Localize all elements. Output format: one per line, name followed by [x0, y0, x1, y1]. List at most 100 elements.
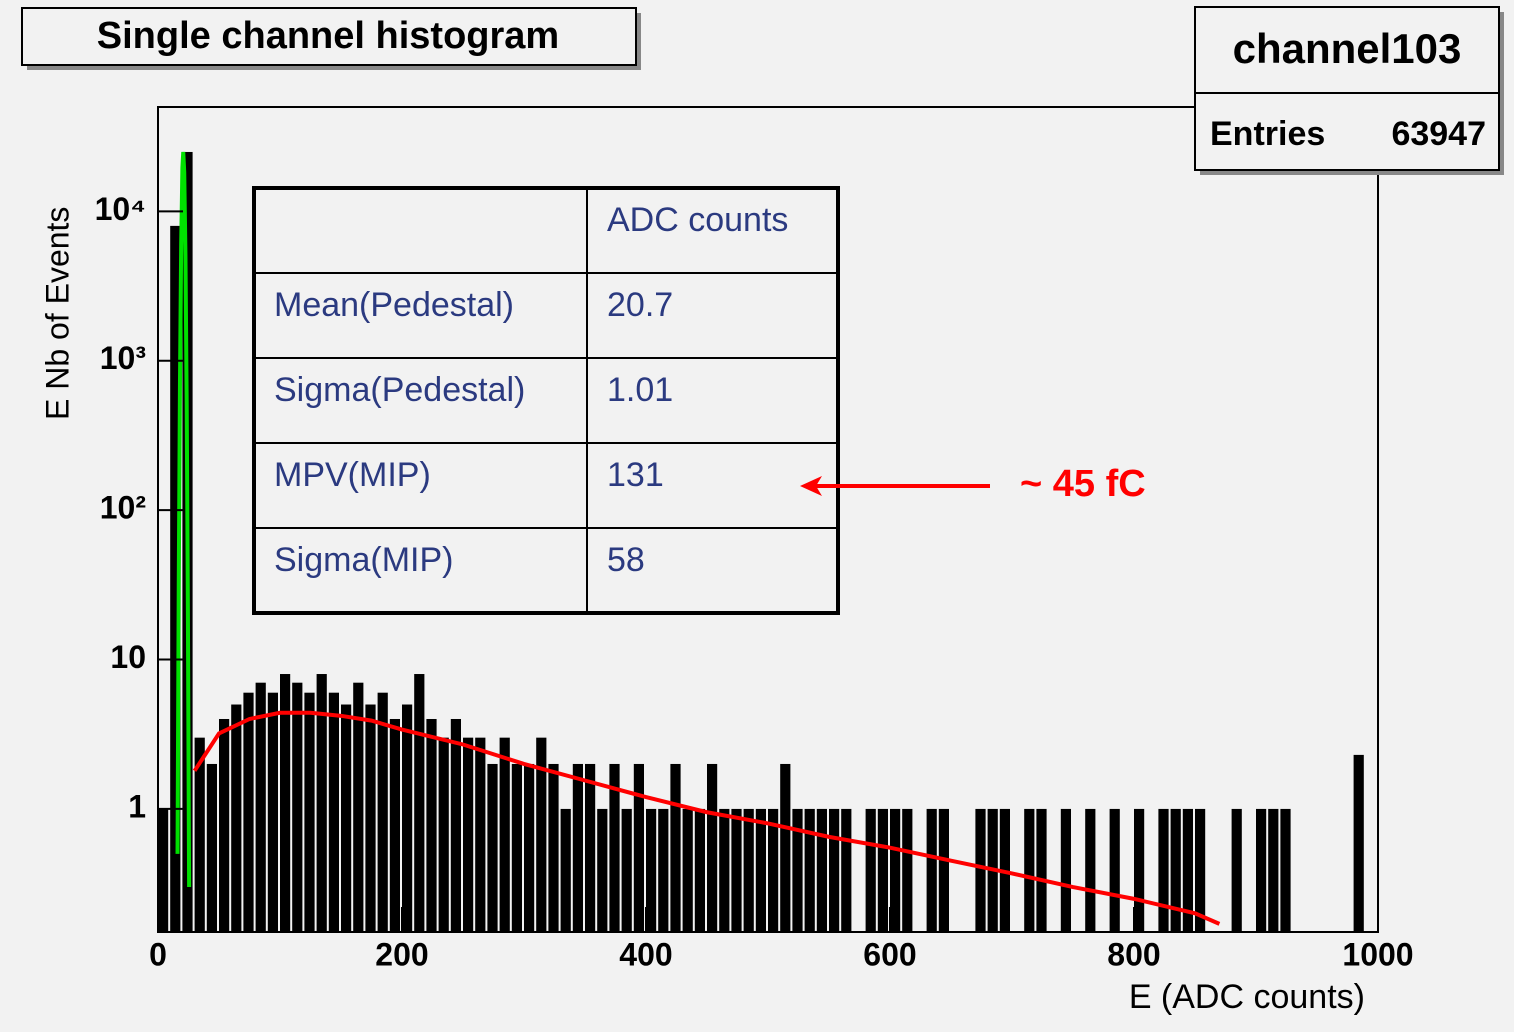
bar — [743, 808, 754, 932]
bar — [1195, 808, 1206, 932]
y-tick-label: 10 — [110, 639, 146, 675]
bar — [328, 692, 339, 932]
bar — [585, 763, 596, 932]
x-tick-label: 1000 — [1342, 936, 1413, 972]
bar — [609, 763, 620, 932]
bar — [1060, 808, 1071, 932]
bar — [1170, 808, 1181, 932]
bar — [231, 704, 242, 932]
bar — [670, 763, 681, 932]
bar — [365, 704, 376, 932]
bar — [780, 763, 791, 932]
x-tick-label: 200 — [375, 936, 428, 972]
bar — [170, 225, 181, 932]
bar — [768, 808, 779, 932]
bar — [975, 808, 986, 932]
bar — [719, 808, 730, 932]
x-tick-label: 0 — [149, 936, 167, 972]
bar — [829, 808, 840, 932]
table-cell: MPV(MIP) — [274, 456, 431, 494]
bar — [487, 763, 498, 932]
annotation: ~ 45 fC — [1020, 463, 1146, 505]
bar — [219, 718, 230, 932]
table-header: ADC counts — [607, 201, 788, 239]
bar — [1182, 808, 1193, 932]
table-cell: Sigma(Pedestal) — [274, 371, 525, 409]
table-frame — [252, 186, 840, 615]
table-cell: 20.7 — [607, 286, 673, 324]
bar — [707, 763, 718, 932]
marks — [158, 151, 1364, 932]
bar — [548, 763, 559, 932]
stats-value: 63947 — [1391, 115, 1486, 153]
bar — [353, 682, 364, 932]
table-cell: 58 — [607, 541, 645, 579]
bar — [1256, 808, 1267, 932]
fit-curve — [192, 710, 1221, 926]
chart-title: Single channel histogram — [97, 15, 559, 57]
bar — [158, 808, 169, 932]
y-tick-label: 10² — [100, 490, 146, 526]
bar — [206, 763, 217, 932]
stats-box — [1194, 6, 1500, 171]
bar — [646, 808, 657, 932]
x-tick-label: 400 — [619, 936, 672, 972]
bar — [463, 737, 474, 932]
bar — [731, 808, 742, 932]
bar — [475, 737, 486, 932]
bar — [682, 808, 693, 932]
bar — [572, 763, 583, 932]
bar — [389, 718, 400, 932]
bar — [426, 718, 437, 932]
bar — [292, 682, 303, 932]
bar — [938, 808, 949, 932]
bar — [877, 808, 888, 932]
bar — [804, 808, 815, 932]
y-tick-label: 10⁴ — [95, 191, 146, 227]
bar — [450, 718, 461, 932]
bar — [792, 808, 803, 932]
table: ADC counts Mean(Pedestal) 20.7 Sigma(Pedest… — [254, 201, 838, 579]
bar — [1353, 754, 1364, 932]
bar — [1024, 808, 1035, 932]
bar — [1134, 808, 1145, 932]
bar — [438, 737, 449, 932]
bar — [890, 808, 901, 932]
bar — [621, 808, 632, 932]
bar — [1036, 808, 1047, 932]
table-cell: Mean(Pedestal) — [274, 286, 514, 324]
bar — [377, 692, 388, 932]
bar — [633, 763, 644, 932]
bar — [1109, 808, 1120, 932]
fit-curve — [175, 151, 192, 888]
bar — [1085, 808, 1096, 932]
bar — [902, 808, 913, 932]
table-cell: 131 — [607, 456, 664, 494]
bar — [414, 674, 425, 932]
bar — [841, 808, 852, 932]
bar — [267, 692, 278, 932]
bar — [524, 763, 535, 932]
bar — [511, 763, 522, 932]
y-tick-label: 10³ — [100, 340, 146, 376]
bar — [341, 704, 352, 932]
bar — [694, 808, 705, 932]
bar — [280, 674, 291, 932]
bar — [658, 808, 669, 932]
table-cell: Sigma(MIP) — [274, 541, 453, 579]
bar — [402, 704, 413, 932]
bar — [926, 808, 937, 932]
bar — [755, 808, 766, 932]
x-axis-label: E (ADC counts) — [1129, 978, 1365, 1016]
x-tick-label: 600 — [863, 936, 916, 972]
bar — [597, 808, 608, 932]
table-cell: 1.01 — [607, 371, 673, 409]
stats-label: Entries — [1210, 115, 1325, 153]
bar — [194, 737, 205, 932]
bar — [536, 737, 547, 932]
stats-title: channel103 — [1233, 25, 1462, 72]
bar — [255, 682, 266, 932]
bar — [304, 692, 315, 932]
